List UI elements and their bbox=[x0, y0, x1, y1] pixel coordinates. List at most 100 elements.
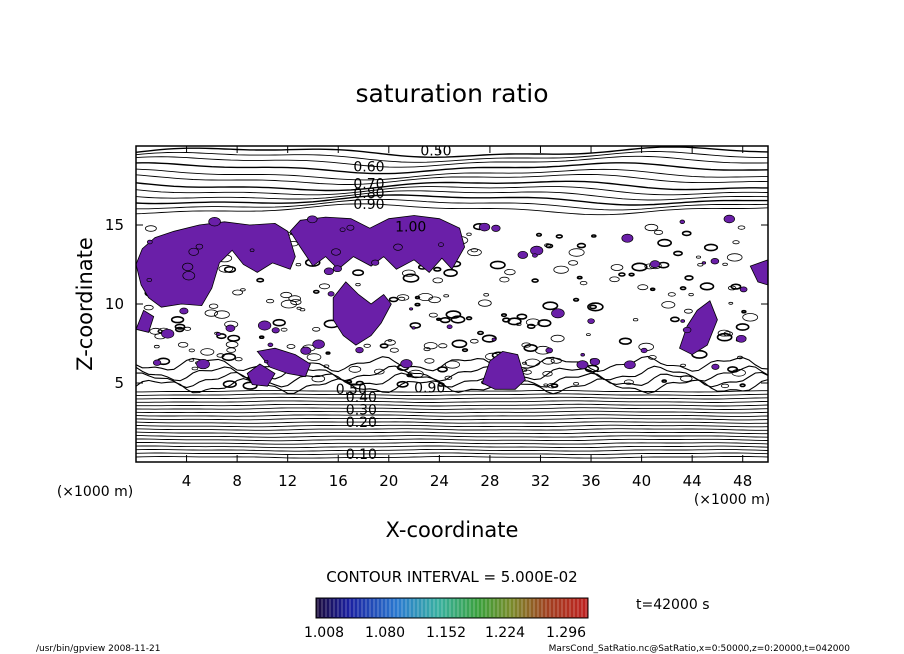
contour-loop bbox=[373, 368, 385, 375]
plot-frame bbox=[135, 145, 769, 463]
contour-loop bbox=[632, 318, 639, 322]
contour-loop bbox=[438, 343, 448, 349]
contour-loop bbox=[439, 317, 451, 324]
contour-loop bbox=[572, 297, 580, 302]
contour-line bbox=[136, 438, 768, 442]
contour-loop bbox=[644, 223, 659, 232]
contour-loop bbox=[522, 361, 527, 365]
contour-loop bbox=[226, 347, 237, 353]
contour-loop bbox=[661, 301, 676, 309]
contour-loop bbox=[550, 383, 559, 389]
supersaturated-patch bbox=[257, 320, 272, 331]
contour-loop bbox=[516, 322, 522, 326]
contour-loop bbox=[414, 302, 421, 307]
colorbar-tick-label: 1.008 bbox=[304, 625, 344, 641]
supersaturated-patch bbox=[249, 248, 255, 252]
contour-line bbox=[136, 389, 768, 393]
supersaturated-patch bbox=[323, 267, 334, 276]
contour-loop bbox=[717, 329, 731, 337]
contour-loop bbox=[623, 379, 634, 385]
supersaturated-patch bbox=[355, 346, 364, 354]
contour-value-label: 0.30 bbox=[346, 403, 377, 419]
supersaturated-patch bbox=[188, 247, 199, 256]
contour-value-label: 0.80 bbox=[353, 186, 384, 202]
contour-loop bbox=[191, 366, 199, 371]
colorbar-tick-label: 1.224 bbox=[485, 625, 525, 641]
supersaturated-patch bbox=[393, 243, 403, 251]
supersaturated-patch bbox=[682, 326, 692, 334]
supersaturated-region bbox=[136, 309, 155, 333]
contour-loop bbox=[483, 293, 490, 297]
supersaturated-patch bbox=[161, 328, 175, 339]
contour-loop bbox=[388, 296, 399, 303]
x-tick-label: 36 bbox=[581, 472, 600, 490]
supersaturated-patch bbox=[491, 224, 501, 232]
contour-value-label: 0.90 bbox=[353, 197, 384, 213]
contour-line bbox=[136, 190, 768, 201]
contour-line bbox=[136, 407, 768, 410]
contour-loop bbox=[590, 234, 597, 238]
contour-value-label: 1.00 bbox=[395, 219, 426, 235]
contour-loop bbox=[476, 330, 484, 336]
contour-loop bbox=[673, 250, 683, 257]
supersaturated-patch bbox=[300, 346, 312, 355]
contour-line bbox=[136, 424, 768, 428]
contour-loop bbox=[576, 242, 587, 249]
contour-loop bbox=[312, 326, 321, 332]
contour-loop bbox=[732, 240, 740, 245]
supersaturated-patch bbox=[182, 271, 196, 281]
supersaturated-region bbox=[332, 281, 392, 346]
contour-loop bbox=[290, 298, 302, 305]
colorbar bbox=[315, 597, 589, 619]
contour-loop bbox=[417, 292, 433, 301]
contour-loop bbox=[143, 304, 154, 311]
contour-loop bbox=[188, 348, 195, 353]
contour-line bbox=[136, 174, 768, 185]
supersaturated-patch bbox=[371, 259, 380, 266]
contour-loop bbox=[225, 341, 239, 348]
contour-loop bbox=[296, 306, 302, 310]
contour-loop bbox=[363, 343, 371, 348]
contour-line bbox=[136, 455, 768, 459]
contour-loop bbox=[443, 294, 450, 298]
contour-loop bbox=[618, 337, 633, 345]
plot-area: 0.500.600.700.800.901.000.900.500.400.30… bbox=[136, 146, 768, 463]
contour-value-label: 0.20 bbox=[346, 415, 377, 431]
supersaturated-patch bbox=[331, 248, 341, 256]
contour-loop bbox=[648, 355, 657, 360]
contour-loop bbox=[401, 269, 416, 277]
contour-loop bbox=[396, 380, 409, 388]
contour-line bbox=[136, 355, 768, 373]
contour-loop bbox=[727, 366, 739, 373]
contour-loop bbox=[544, 243, 552, 248]
contour-loop bbox=[465, 316, 473, 321]
contour-loop bbox=[649, 287, 656, 292]
contour-loop bbox=[735, 323, 750, 331]
supersaturated-patch bbox=[438, 242, 444, 247]
contour-loop bbox=[222, 380, 237, 388]
contour-line bbox=[136, 186, 768, 196]
contour-loop bbox=[516, 313, 528, 320]
contour-line bbox=[136, 410, 768, 414]
supersaturated-patch bbox=[446, 324, 453, 329]
contour-loop bbox=[507, 317, 522, 326]
time-label: t=42000 s bbox=[636, 597, 710, 613]
contour-loop bbox=[722, 262, 728, 266]
contour-loop bbox=[437, 382, 445, 387]
supersaturated-patch bbox=[400, 359, 413, 369]
contour-loop bbox=[688, 292, 694, 297]
supersaturated-patch bbox=[491, 337, 497, 342]
contour-loop bbox=[499, 276, 510, 283]
contour-loop bbox=[221, 352, 237, 362]
supersaturated-patch bbox=[723, 214, 735, 224]
supersaturated-patch bbox=[545, 347, 553, 354]
supersaturated-patch bbox=[680, 319, 686, 323]
contour-loop bbox=[223, 265, 237, 273]
x-tick-label: 48 bbox=[733, 472, 752, 490]
contour-value-label: 0.10 bbox=[346, 447, 377, 463]
contour-loop bbox=[478, 299, 492, 307]
contour-loop bbox=[323, 364, 330, 368]
contour-loop bbox=[355, 380, 364, 386]
contour-loop bbox=[153, 344, 160, 349]
contour-loop bbox=[423, 342, 438, 350]
